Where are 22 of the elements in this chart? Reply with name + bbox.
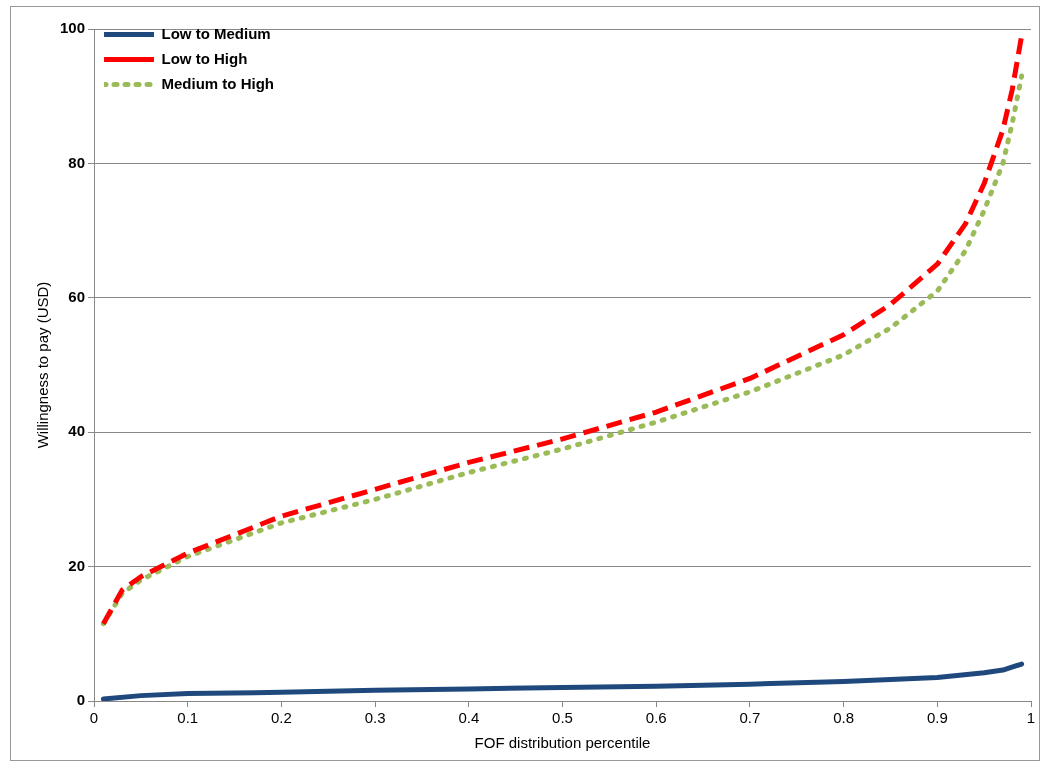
y-tick-label: 100: [60, 19, 86, 37]
x-tick-label: 0.7: [739, 709, 761, 727]
y-tick-label: 40: [68, 422, 86, 440]
y-tick-label: 20: [68, 556, 86, 574]
legend-label: Low to Medium: [161, 24, 271, 42]
x-tick-label: 0.2: [270, 709, 292, 727]
x-tick-label: 0.5: [552, 709, 573, 727]
legend-label: Low to High: [161, 49, 248, 67]
y-axis-title: Willingness to pay (USD): [34, 281, 52, 449]
x-tick-label: 1: [1026, 709, 1036, 727]
x-tick-label: 0.8: [833, 709, 855, 727]
y-tick-label: 80: [68, 153, 86, 171]
x-tick-label: 0.9: [926, 709, 948, 727]
x-tick-label: 0.6: [645, 709, 667, 727]
x-axis-title: FOF distribution percentile: [474, 734, 651, 752]
x-tick-label: 0.1: [177, 709, 199, 727]
x-tick-label: 0: [89, 709, 99, 727]
legend-label: Medium to High: [161, 74, 275, 92]
x-tick-label: 0.4: [458, 709, 480, 727]
y-tick-label: 60: [68, 287, 86, 305]
x-tick-label: 0.3: [364, 709, 386, 727]
y-tick-label: 0: [76, 691, 86, 709]
